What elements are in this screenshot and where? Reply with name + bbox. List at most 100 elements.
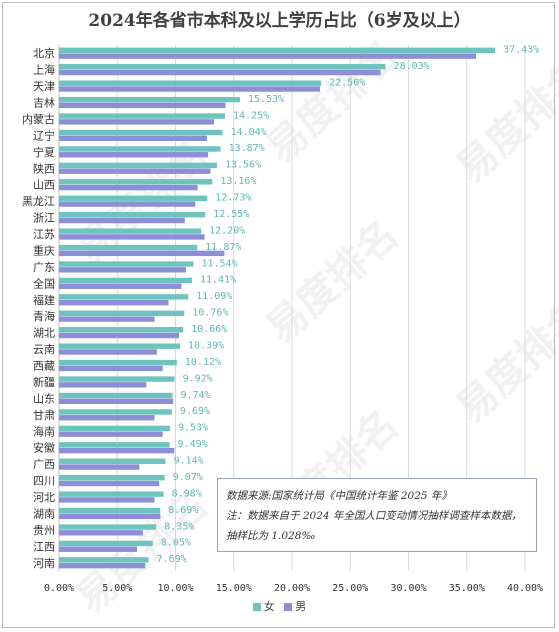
bar-male [59,349,157,355]
bar-female [59,294,189,300]
bar-female [59,327,184,333]
bar-male [59,69,381,76]
x-tick-label: 15.00% [216,583,252,594]
category-label: 江苏 [33,228,55,241]
data-label: 10.39% [188,340,224,351]
category-label: 云南 [33,343,55,356]
category-label: 浙江 [33,212,55,225]
bar-male [59,562,146,569]
category-label: 广西 [33,458,55,471]
bar-male [59,415,155,421]
bar-male [59,316,155,322]
bar-female [59,310,185,317]
bar-female [59,524,157,530]
category-label: 四川 [33,475,55,488]
bar-female [59,540,153,547]
bar-male [59,299,169,306]
category-label: 陕西 [33,161,55,175]
x-tick-label: 35.00% [449,583,485,594]
bar-female [59,261,194,267]
data-label: 13.56% [225,160,261,171]
bar-male [59,447,175,454]
bar-male [59,283,182,289]
data-label: 28.03% [394,61,430,72]
legend-swatch-female [252,603,261,611]
legend-item-female: 女 [252,598,275,614]
bar-male [59,398,174,405]
category-label: 湖北 [33,327,55,340]
bar-male [59,168,211,174]
bar-female [59,211,206,218]
data-label: 15.53% [248,94,284,105]
data-label: 13.16% [220,176,256,187]
legend-label-female: 女 [263,600,275,613]
bar-female [59,359,177,366]
category-label: 山东 [33,392,55,405]
category-label: 河南 [33,557,55,570]
category-label: 青海 [33,309,55,323]
bar-female [59,491,164,497]
legend: 女 男 [0,598,559,614]
bar-female [59,146,221,152]
note-line: 注：数据来自于 2024 年全国人口变动情况抽样调查样本数据，抽样比为 1.02… [226,510,522,542]
category-label: 甘肃 [33,409,55,422]
bar-female [59,64,386,70]
category-label: 辽宁 [33,128,55,142]
legend-swatch-male [284,603,293,611]
bar-male [59,119,214,125]
bar-male [59,546,138,552]
bar-male [59,250,225,257]
bar-female [59,96,240,103]
x-tick-label: 20.00% [274,583,310,594]
data-label: 14.25% [233,110,269,121]
data-label: 8.35% [164,521,194,532]
data-label: 14.04% [231,127,267,138]
bar-male [59,217,185,224]
data-label: 9.14% [173,456,203,467]
bar-female [59,458,166,464]
x-tick-label: 40.00% [507,583,543,594]
x-tick-label: 25.00% [332,583,368,594]
data-label: 9.74% [180,390,210,401]
data-label: 9.07% [173,472,203,483]
bar-female [59,409,172,415]
category-label: 吉林 [33,96,55,110]
category-label: 安徽 [33,441,55,455]
bar-female [59,244,198,251]
bar-male [59,86,320,92]
data-label: 10.76% [192,308,228,319]
category-label: 河北 [33,491,55,504]
bar-female [59,113,226,119]
bar-male [59,365,163,372]
data-label: 12.20% [209,225,245,236]
bar-male [59,497,155,503]
x-tick-label: 30.00% [390,583,426,594]
data-label: 9.69% [180,406,210,417]
category-label: 上海 [33,63,55,77]
bar-male [59,184,198,191]
data-label: 11.54% [201,258,237,269]
bar-male [59,102,226,109]
bar-male [59,201,196,207]
category-label: 湖南 [33,507,55,520]
bar-male [59,152,209,158]
category-label: 福建 [33,293,55,307]
bar-male [59,267,186,273]
data-label: 8.05% [161,538,191,549]
category-label: 北京 [33,46,55,60]
bar-female [59,162,217,169]
data-label: 7.69% [157,554,187,565]
bar-male [59,480,160,487]
bar-female [59,195,208,201]
data-label: 12.73% [215,193,251,204]
category-label: 宁夏 [33,145,55,159]
data-label: 9.92% [183,373,213,384]
x-tick-label: 10.00% [157,583,193,594]
data-label: 11.09% [196,291,232,302]
bar-female [59,80,322,86]
data-label: 37.43% [503,45,539,56]
data-label: 9.53% [178,423,208,434]
bar-female [59,277,192,284]
chart-frame [2,2,555,628]
